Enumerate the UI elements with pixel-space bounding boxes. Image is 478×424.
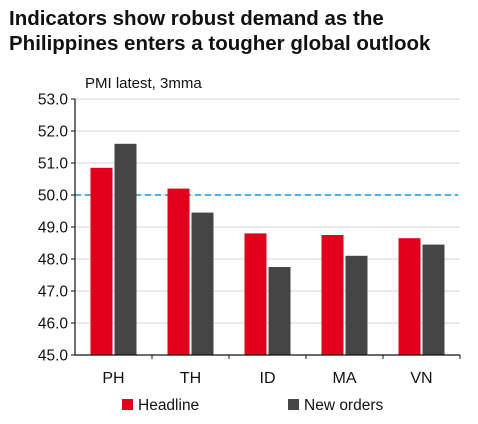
y-tick-label: 49.0 [38, 220, 69, 237]
y-tick-label: 47.0 [38, 284, 69, 301]
bar-new-orders-vn [422, 244, 445, 355]
bars [90, 143, 445, 355]
chart-title: Indicators show robust demand as the Phi… [9, 6, 474, 56]
y-tick-label: 53.0 [38, 92, 69, 109]
y-tick-label: 48.0 [38, 252, 69, 269]
bar-headline-th [167, 188, 190, 355]
bar-headline-id [244, 233, 267, 355]
x-tick-label: PH [102, 370, 124, 387]
bar-new-orders-ph [114, 143, 137, 355]
legend-label-headline: Headline [138, 397, 199, 414]
bar-headline-vn [398, 238, 421, 355]
chart-title-line-1: Indicators show robust demand as the [9, 7, 384, 30]
bar-new-orders-th [191, 212, 214, 355]
y-tick-label: 50.0 [38, 188, 69, 205]
x-axis-ticks: PH TH ID MA VN [102, 355, 461, 387]
bar-headline-ph [90, 167, 113, 355]
y-tick-label: 46.0 [38, 316, 69, 333]
y-tick-label: 51.0 [38, 156, 69, 173]
chart-subtitle: PMI latest, 3mma [85, 75, 202, 92]
x-tick-label: ID [260, 370, 276, 387]
legend-label-new-orders: New orders [304, 397, 383, 414]
bar-new-orders-ma [345, 255, 368, 355]
legend-swatch-headline [122, 399, 133, 410]
legend-swatch-new-orders [288, 399, 299, 410]
y-tick-label: 45.0 [38, 348, 69, 365]
bar-new-orders-id [268, 267, 291, 355]
x-tick-label: MA [333, 370, 357, 387]
y-axis-ticks: 53.0 52.0 51.0 50.0 49.0 48.0 47.0 46.0 45.0 [38, 92, 75, 365]
x-tick-label: VN [410, 370, 432, 387]
bar-headline-ma [321, 235, 344, 355]
y-tick-label: 52.0 [38, 124, 69, 141]
chart-title-line-2: Philippines enters a tougher global outl… [9, 32, 431, 55]
legend: Headline New orders [122, 397, 383, 414]
x-tick-label: TH [180, 370, 201, 387]
